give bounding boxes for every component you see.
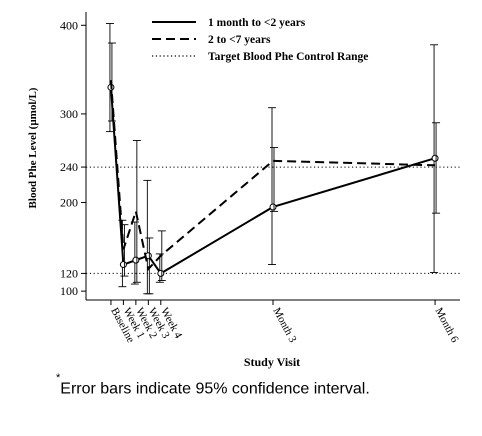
series-group xyxy=(105,23,439,295)
y-tick-label: 400 xyxy=(60,18,78,32)
legend: 1 month to <2 years 2 to <7 years Target B… xyxy=(152,17,368,63)
data-point xyxy=(119,261,127,269)
footnote-text: Error bars indicate 95% confidence inter… xyxy=(60,380,370,398)
x-tick-label: Month 6 xyxy=(432,306,460,345)
legend-label: 2 to <7 years xyxy=(208,34,271,46)
x-axis-label: Study Visit xyxy=(244,355,300,369)
y-tick-label: 240 xyxy=(60,160,78,174)
data-point xyxy=(157,269,165,277)
footnote-marker: * xyxy=(56,372,61,384)
series-group xyxy=(107,42,441,295)
y-tick-label: 200 xyxy=(60,196,78,210)
y-tick-label: 120 xyxy=(60,266,78,280)
data-point xyxy=(132,256,140,264)
reference-lines xyxy=(86,166,460,274)
footnote: *Error bars indicate 95% confidence inte… xyxy=(56,372,476,398)
y-tick-label: 300 xyxy=(60,107,78,121)
series-line xyxy=(109,87,436,275)
x-tick-label: Month 3 xyxy=(270,306,298,345)
data-point xyxy=(269,203,277,211)
series-layer xyxy=(105,23,441,295)
legend-label: 1 month to <2 years xyxy=(208,17,306,29)
legend-label: Target Blood Phe Control Range xyxy=(208,51,368,63)
series-line xyxy=(109,80,436,272)
y-tick-label: 100 xyxy=(60,284,78,298)
data-point xyxy=(431,154,439,162)
y-axis-label: Blood Phe Level (µmol/L) xyxy=(27,87,39,208)
